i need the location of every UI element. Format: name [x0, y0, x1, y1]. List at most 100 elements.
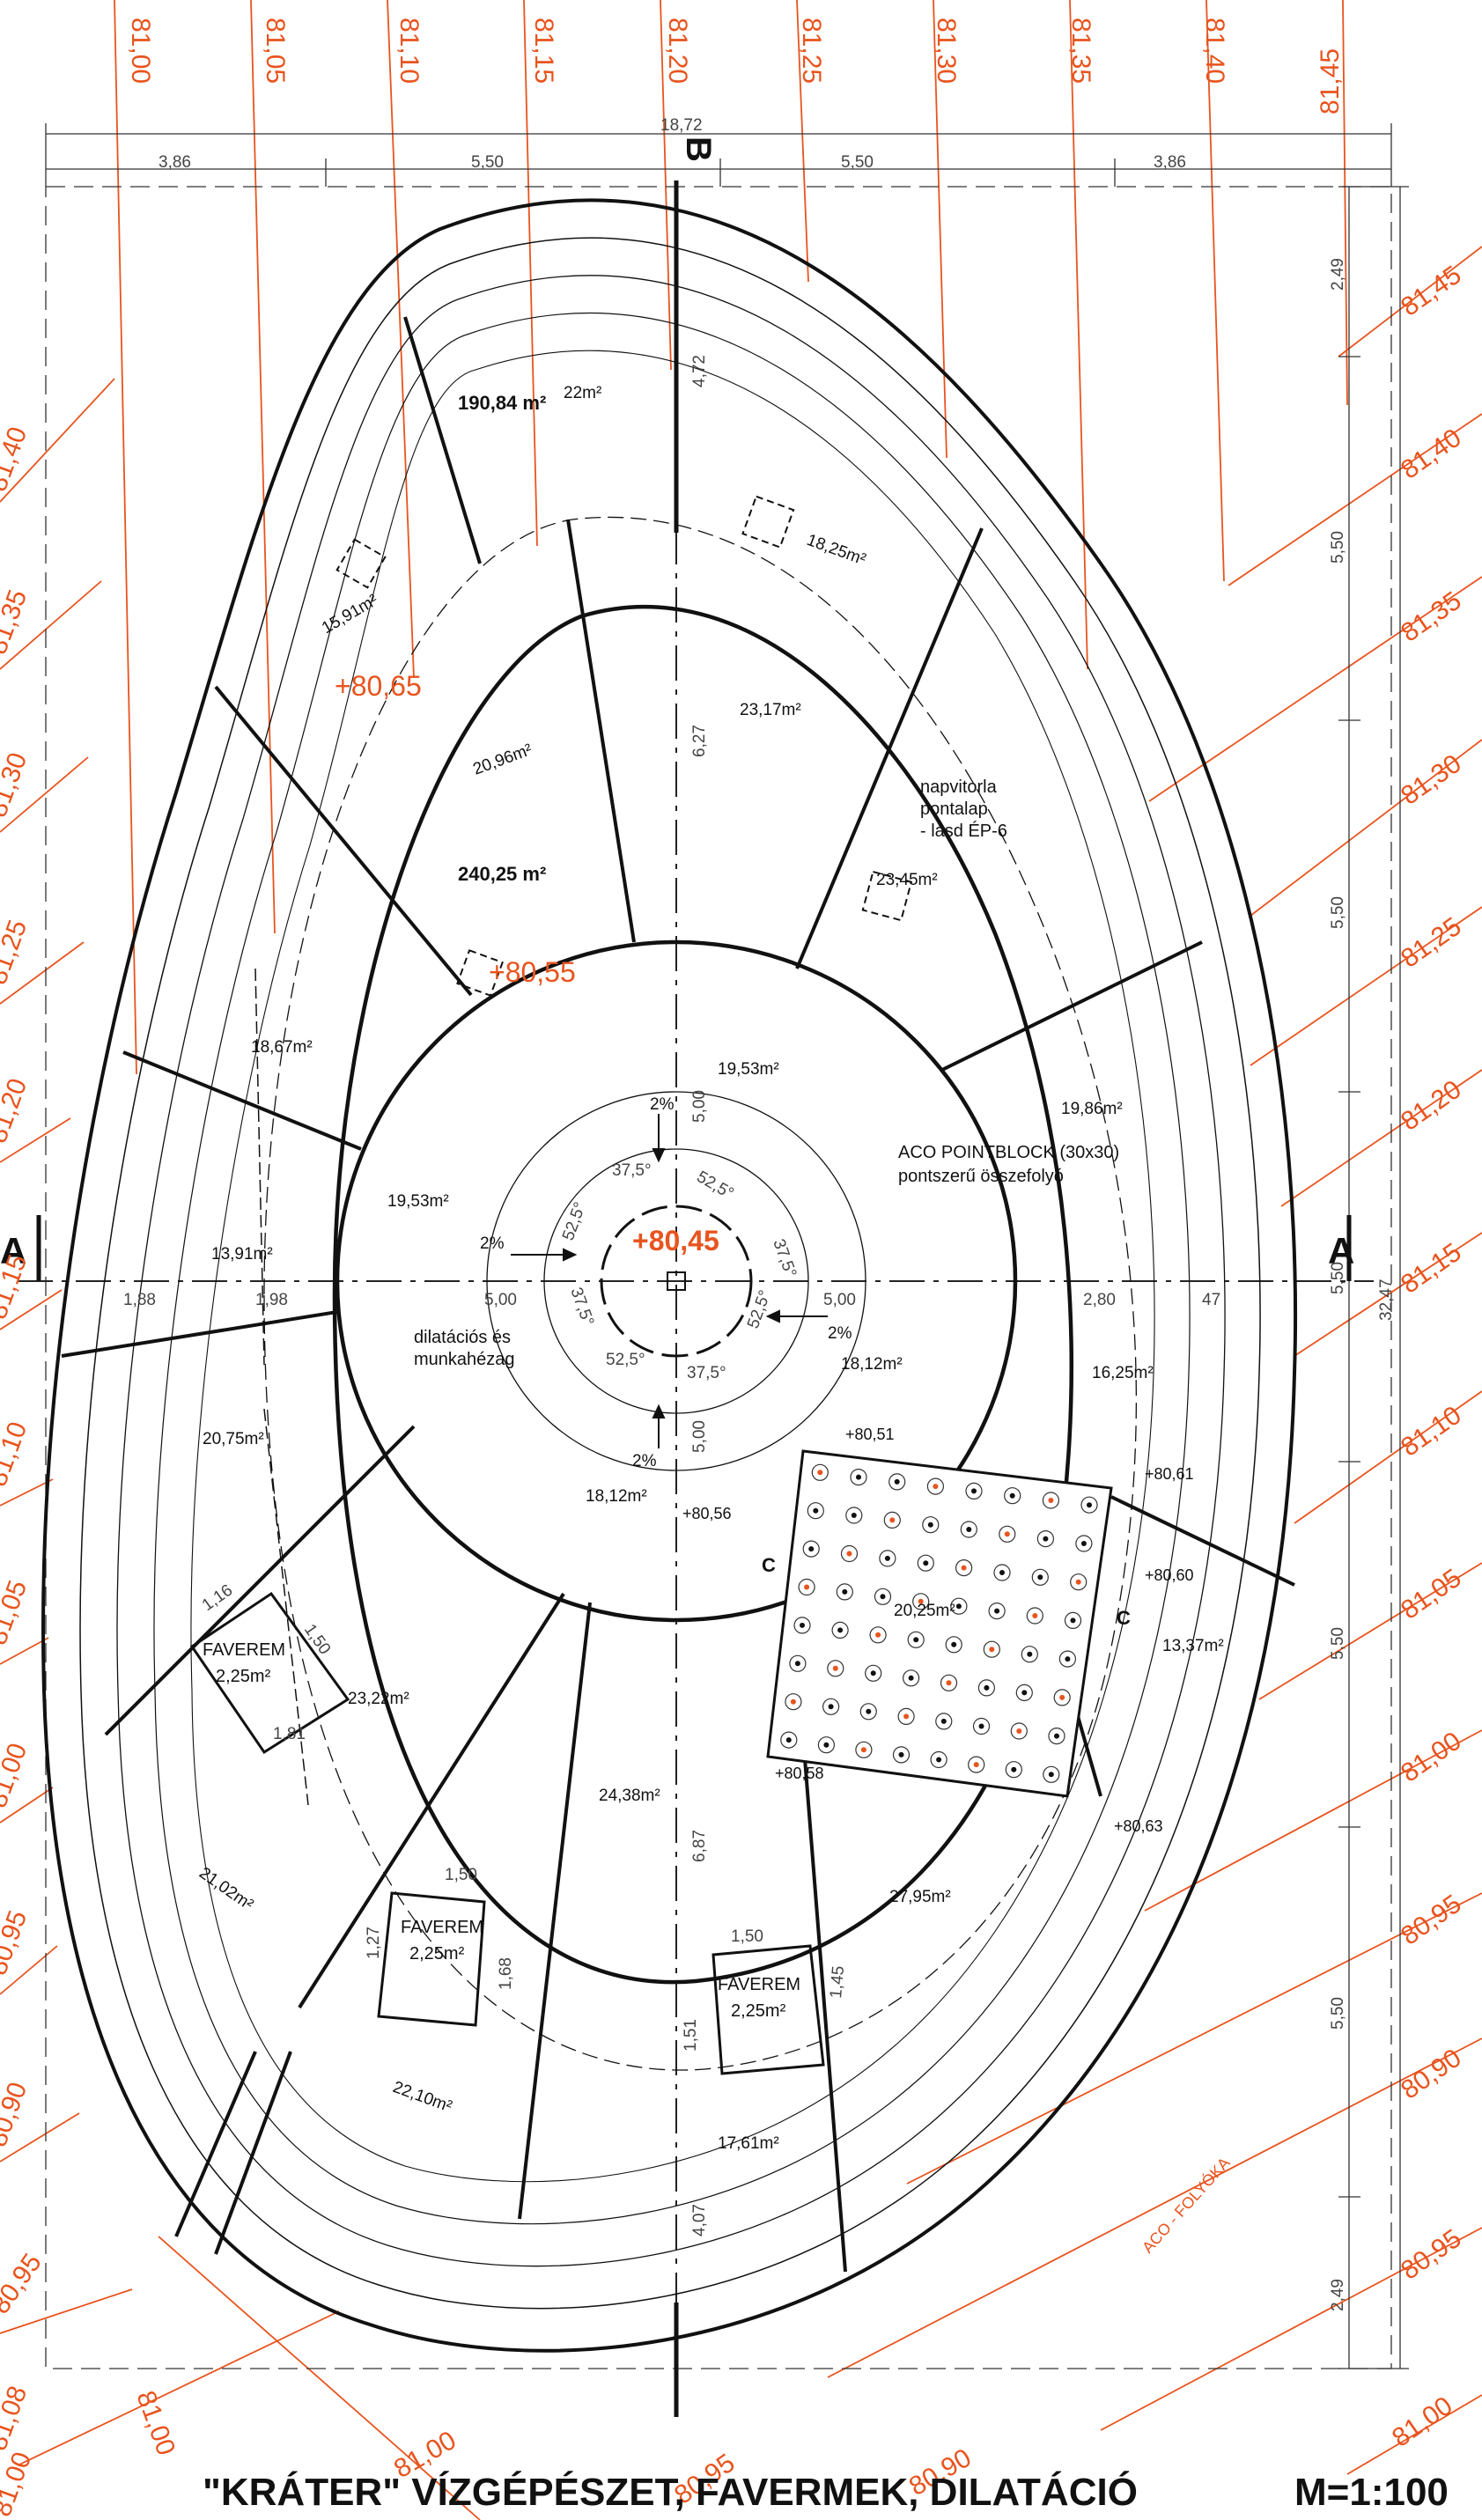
svg-text:pontalap: pontalap: [920, 799, 988, 819]
svg-text:81,05: 81,05: [261, 18, 290, 84]
dim-top-total: 18,72: [660, 116, 703, 135]
svg-text:18,67m²: 18,67m²: [251, 1038, 313, 1057]
svg-text:81,15: 81,15: [529, 18, 558, 84]
svg-text:+80,51: +80,51: [845, 1426, 895, 1443]
svg-text:22m²: 22m²: [564, 384, 601, 402]
svg-text:15,91m²: 15,91m²: [319, 591, 381, 637]
svg-text:81,15: 81,15: [1396, 1238, 1466, 1300]
dim-axis-v: 4,72 6,27 5,00 5,00 6,87 4,07: [690, 355, 709, 2236]
svg-text:pontszerű összefolyó: pontszerű összefolyó: [898, 1167, 1064, 1186]
svg-text:1,88: 1,88: [123, 1291, 156, 1309]
contour-labels-top: 81,00 81,05 81,10 81,15 81,20 81,25 81,3…: [126, 18, 1345, 114]
svg-text:1,45: 1,45: [827, 1965, 848, 2000]
svg-text:37,5°: 37,5°: [687, 1364, 726, 1382]
svg-text:5,00: 5,00: [690, 1090, 709, 1123]
svg-text:5,50: 5,50: [1329, 1997, 1347, 2030]
svg-text:47: 47: [1202, 1291, 1220, 1309]
svg-text:22,10m²: 22,10m²: [390, 2078, 454, 2117]
svg-text:81,45: 81,45: [1316, 48, 1345, 114]
axis-ends: [36, 181, 1352, 2417]
dim-axis-h: 1,88 1,98 5,00 5,00 2,80 47: [123, 1291, 1220, 1309]
svg-text:80,95: 80,95: [0, 1907, 33, 1979]
svg-text:1,50: 1,50: [445, 1866, 477, 1884]
dim-top-3: 5,50: [841, 153, 874, 172]
svg-text:+80,63: +80,63: [1114, 1817, 1163, 1835]
svg-text:80,90: 80,90: [1396, 2044, 1466, 2105]
drawing-title: "KRÁTER" VÍZGÉPÉSZET, FAVERMEK, DILATÁCI…: [203, 2470, 1138, 2514]
elevation-mid: +80,55: [489, 956, 576, 988]
svg-text:5,00: 5,00: [823, 1291, 856, 1309]
svg-text:13,37m²: 13,37m²: [1162, 1637, 1224, 1655]
svg-text:4,07: 4,07: [690, 2204, 709, 2236]
svg-text:1,68: 1,68: [497, 1957, 515, 1990]
svg-text:2,49: 2,49: [1329, 2279, 1347, 2311]
svg-text:190,84 m²: 190,84 m²: [458, 392, 546, 414]
svg-text:81,05: 81,05: [1396, 1564, 1466, 1625]
svg-text:1,98: 1,98: [255, 1291, 288, 1309]
svg-text:37,5°: 37,5°: [769, 1237, 800, 1280]
svg-text:18,25m²: 18,25m²: [804, 531, 868, 570]
svg-text:81,10: 81,10: [0, 1418, 33, 1491]
svg-text:37,5°: 37,5°: [566, 1286, 597, 1329]
svg-text:6,87: 6,87: [690, 1830, 709, 1862]
svg-text:dilatációs és: dilatációs és: [414, 1328, 511, 1347]
svg-text:FAVEREM: FAVEREM: [401, 1918, 483, 1937]
svg-text:1,81: 1,81: [273, 1725, 306, 1743]
svg-text:81,25: 81,25: [0, 917, 33, 989]
section-c-right-label: C: [1117, 1607, 1131, 1629]
svg-text:24,38m²: 24,38m²: [599, 1787, 660, 1805]
svg-text:81,45: 81,45: [1396, 261, 1466, 322]
svg-text:5,00: 5,00: [484, 1291, 517, 1309]
svg-text:+80,56: +80,56: [682, 1505, 732, 1522]
svg-text:5,50: 5,50: [1329, 1262, 1347, 1294]
svg-text:81,35: 81,35: [1396, 586, 1466, 648]
svg-text:81,35: 81,35: [1066, 18, 1095, 84]
svg-text:2%: 2%: [650, 1095, 675, 1114]
svg-text:+80,61: +80,61: [1145, 1465, 1194, 1483]
svg-text:5,00: 5,00: [690, 1420, 709, 1453]
svg-text:81,10: 81,10: [394, 18, 424, 84]
svg-text:2,80: 2,80: [1083, 1291, 1116, 1309]
svg-text:37,5°: 37,5°: [612, 1161, 652, 1180]
svg-text:20,25m²: 20,25m²: [894, 1602, 955, 1620]
svg-text:2%: 2%: [480, 1234, 505, 1253]
svg-text:81,30: 81,30: [932, 18, 961, 84]
svg-text:240,25 m²: 240,25 m²: [458, 863, 546, 885]
svg-text:81,00: 81,00: [0, 1740, 33, 1812]
svg-text:2,49: 2,49: [1329, 258, 1347, 291]
svg-text:13,91m²: 13,91m²: [211, 1245, 273, 1264]
svg-text:52,5°: 52,5°: [606, 1351, 645, 1369]
svg-text:80,95: 80,95: [0, 2249, 48, 2319]
svg-text:81,30: 81,30: [1396, 749, 1466, 811]
svg-text:81,05: 81,05: [0, 1577, 33, 1649]
svg-text:81,00: 81,00: [126, 18, 155, 84]
svg-text:52,5°: 52,5°: [694, 1168, 737, 1203]
svg-text:81,40: 81,40: [1396, 424, 1466, 485]
svg-text:19,53m²: 19,53m²: [718, 1060, 779, 1079]
drain-point-icon: [667, 1271, 686, 1291]
footings: [335, 495, 913, 997]
svg-text:81,00: 81,00: [1396, 1727, 1466, 1788]
svg-text:23,22m²: 23,22m²: [348, 1690, 409, 1708]
svg-text:81,35: 81,35: [0, 586, 33, 659]
svg-text:18,12m²: 18,12m²: [586, 1487, 647, 1506]
svg-text:81,20: 81,20: [0, 1075, 33, 1147]
elevation-upper: +80,65: [335, 670, 422, 702]
axes: [18, 181, 1374, 2413]
dilatation-lines: [254, 968, 309, 1806]
svg-text:81,25: 81,25: [797, 18, 826, 84]
svg-text:52,5°: 52,5°: [559, 1200, 590, 1243]
svg-text:21,02m²: 21,02m²: [195, 1864, 256, 1914]
svg-text:81,08: 81,08: [0, 2383, 33, 2455]
svg-text:FAVEREM: FAVEREM: [718, 1975, 800, 1994]
svg-text:23,45m²: 23,45m²: [876, 871, 938, 889]
elevation-center: +80,45: [632, 1225, 719, 1256]
svg-text:2%: 2%: [632, 1452, 657, 1470]
svg-text:81,10: 81,10: [1396, 1401, 1466, 1463]
svg-text:2,25m²: 2,25m²: [216, 1667, 271, 1686]
faverem-boxes: [189, 1591, 825, 2075]
svg-text:81,00: 81,00: [1387, 2391, 1457, 2453]
svg-text:1,51: 1,51: [682, 2019, 700, 2052]
svg-text:napvitorla: napvitorla: [920, 777, 998, 797]
